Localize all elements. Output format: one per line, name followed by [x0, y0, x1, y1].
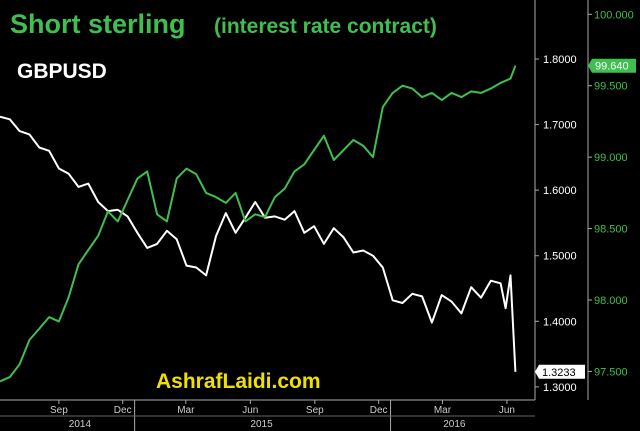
short-sterling-axis-tick-label: 99.000 [594, 152, 628, 164]
short-sterling-axis-tick-label: 97.500 [594, 366, 628, 378]
gbpusd-axis-tick-label: 1.6000 [543, 185, 577, 197]
x-axis-month-label: Dec [370, 405, 388, 416]
x-axis-year-label: 2016 [443, 419, 466, 430]
x-axis-month-label: Jun [242, 405, 258, 416]
short-sterling-axis-tick-label: 98.000 [594, 295, 628, 307]
x-axis-month-label: Sep [306, 405, 324, 416]
x-axis-month-label: Jun [499, 405, 515, 416]
gbpusd-axis-tick-label: 1.3000 [543, 382, 577, 394]
short-sterling-last-value-badge [588, 58, 636, 73]
gbpusd-axis-tick-label: 1.8000 [543, 54, 577, 66]
short-sterling-line [0, 65, 517, 383]
x-axis-year-label: 2014 [69, 419, 92, 430]
short-sterling-last-value-label: 99.640 [595, 61, 629, 73]
x-axis-month-label: Sep [50, 405, 68, 416]
short-sterling-axis-tick-label: 99.500 [594, 81, 628, 93]
series-layer [0, 65, 517, 383]
short-sterling-axis-tick-label: 100.000 [594, 9, 634, 21]
axes-layer [0, 0, 592, 431]
gbpusd-axis-tick-label: 1.5000 [543, 251, 577, 263]
gbpusd-axis-tick-label: 1.4000 [543, 316, 577, 328]
chart-title: Short sterling [10, 9, 186, 39]
gbpusd-axis-tick-label: 1.7000 [543, 120, 577, 132]
x-axis-year-label: 2015 [250, 419, 273, 430]
labels-layer: 1.3000 1.4000 1.5000 1.6000 1.7000 1.8000 97.5… [50, 9, 636, 430]
watermark-text: AshrafLaidi.com [156, 370, 321, 393]
gbpusd-last-value-badge [535, 364, 585, 379]
chart-subtitle: (interest rate contract) [214, 15, 437, 38]
gbpusd-last-value-label: 1.3233 [542, 367, 576, 379]
x-axis-month-label: Dec [114, 405, 132, 416]
x-axis-month-label: Mar [434, 405, 452, 416]
gbpusd-series-label: GBPUSD [17, 60, 107, 83]
x-axis-month-label: Mar [177, 405, 195, 416]
short-sterling-axis-tick-label: 98.500 [594, 224, 628, 236]
